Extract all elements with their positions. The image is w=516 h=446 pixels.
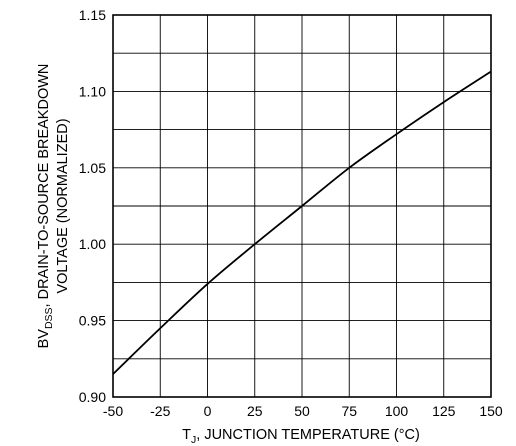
x-tick-label: 150 bbox=[479, 403, 503, 419]
x-tick-label: 75 bbox=[341, 403, 357, 419]
x-tick-label: 50 bbox=[294, 403, 310, 419]
y-tick-label: 0.95 bbox=[79, 313, 106, 329]
x-tick-label: 0 bbox=[204, 403, 212, 419]
y-axis-title-line2: VOLTAGE (NORMALIZED) bbox=[55, 118, 71, 293]
x-axis-title: TJ, JUNCTION TEMPERATURE (°C) bbox=[182, 427, 420, 446]
x-tick-label: 125 bbox=[432, 403, 456, 419]
x-tick-label: -50 bbox=[103, 403, 123, 419]
x-tick-label: 25 bbox=[247, 403, 263, 419]
y-tick-label: 1.10 bbox=[79, 83, 106, 99]
series-line bbox=[112, 70, 492, 375]
y-tick-label: 0.90 bbox=[79, 389, 106, 405]
y-tick-label: 1.15 bbox=[79, 7, 106, 23]
x-tick-label: 100 bbox=[385, 403, 409, 419]
grid bbox=[113, 15, 491, 397]
y-axis-title-line1: BVDSS, DRAIN-TO-SOURCE BREAKDOWN bbox=[36, 64, 55, 349]
series-layer bbox=[112, 70, 492, 375]
x-tick-label: -25 bbox=[150, 403, 170, 419]
x-axis-ticks: -50 -25 0 25 50 75 100 125 150 bbox=[103, 403, 503, 419]
y-axis-ticks: 0.90 0.95 1.00 1.05 1.10 1.15 bbox=[79, 7, 106, 405]
y-tick-label: 1.05 bbox=[79, 160, 106, 176]
y-tick-label: 1.00 bbox=[79, 236, 106, 252]
plot-frame bbox=[112, 14, 492, 398]
